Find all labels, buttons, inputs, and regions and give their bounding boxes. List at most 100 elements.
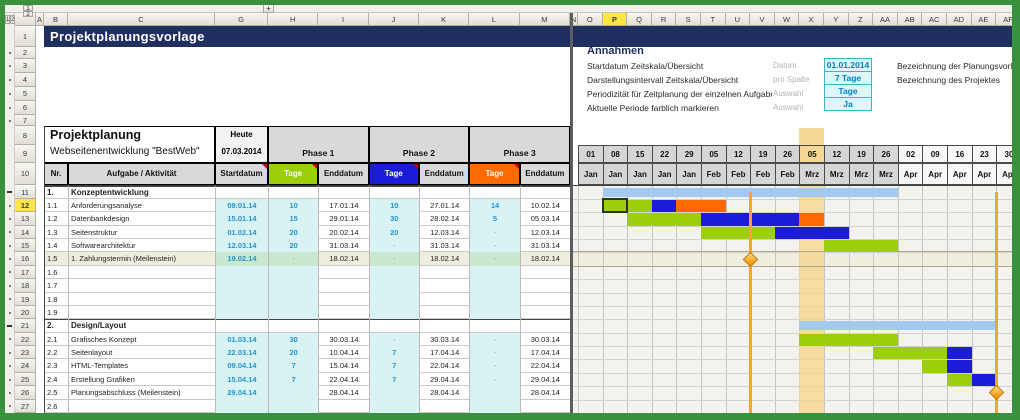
cell-i-e1[interactable]: 17.01.14	[318, 198, 368, 213]
cell-m-e3[interactable]: 31.03.14	[519, 239, 570, 253]
gantt-bar-blue[interactable]	[947, 347, 972, 360]
cell-m-e3[interactable]	[519, 305, 570, 320]
gantt-month-header[interactable]: Mrz	[824, 163, 850, 185]
cell-nr[interactable]: 1.9	[47, 307, 58, 317]
cell-l-t3[interactable]	[469, 305, 520, 320]
gantt-month-header[interactable]: Feb	[725, 163, 752, 185]
cell-i-e1[interactable]: 18.02.14	[318, 252, 368, 266]
cell-task[interactable]: Anforderungsanalyse	[68, 198, 215, 213]
row-outline-level-1-button[interactable]: 1	[5, 15, 10, 24]
cell-l-t3[interactable]: -	[469, 372, 520, 387]
gantt-bar-blue[interactable]	[971, 373, 997, 387]
cell-k-e2[interactable]	[419, 399, 469, 413]
cell-i-e1[interactable]: 28.04.14	[318, 386, 368, 400]
header-cell-end[interactable]: Enddatum	[318, 163, 369, 185]
column-header-AD[interactable]: AD	[947, 13, 972, 26]
gantt-bar-green[interactable]	[799, 333, 898, 347]
gantt-bar-green[interactable]	[922, 360, 947, 373]
cell-l-t3[interactable]	[469, 185, 519, 199]
selected-cell-outline[interactable]	[601, 197, 629, 214]
cell-task[interactable]: HTML-Templates	[68, 359, 215, 373]
gantt-week-header[interactable]: 22	[651, 145, 678, 163]
cell-j-t2[interactable]	[368, 386, 419, 400]
gantt-month-header[interactable]: Mrz	[848, 163, 875, 185]
gantt-month-header[interactable]: Jan	[651, 163, 678, 185]
gantt-week-header[interactable]: 01	[578, 145, 604, 163]
cell-i-e1[interactable]: 22.04.14	[318, 372, 368, 387]
cell-h-t1[interactable]: 30	[268, 332, 319, 347]
column-header-K[interactable]: K	[419, 13, 470, 26]
gantt-bar-blue[interactable]	[651, 199, 677, 213]
cell-i-e1[interactable]: 31.03.14	[318, 239, 368, 253]
row-header-8[interactable]: 8	[15, 126, 36, 145]
column-header-S[interactable]: S	[676, 13, 701, 26]
cell-l-t3[interactable]	[469, 386, 520, 400]
cell-l-t3[interactable]: -	[469, 346, 520, 360]
cell-k-e2[interactable]	[419, 319, 469, 333]
cell-g-start[interactable]	[215, 265, 268, 280]
cell-l-t3[interactable]: 14	[469, 198, 520, 213]
cell-i-e1[interactable]: 29.01.14	[318, 212, 368, 226]
highlight-period-select[interactable]: Ja	[824, 97, 872, 111]
row-header-24[interactable]: 24	[15, 359, 36, 373]
row-header-26[interactable]: 26	[15, 386, 36, 400]
cell-task[interactable]: Seitenlayout	[68, 346, 215, 360]
cell-m-e3[interactable]	[519, 185, 570, 199]
column-outline-level-1-button[interactable]: 1	[23, 5, 33, 12]
cell-k-e2[interactable]	[419, 305, 469, 320]
row-header-27[interactable]: 27	[15, 399, 36, 413]
cell-m-e3[interactable]	[519, 399, 570, 413]
cell-k-e2[interactable]: 31.03.14	[419, 239, 469, 253]
cell-g-start[interactable]: 09.04.14	[215, 359, 268, 373]
cell-task[interactable]	[68, 292, 215, 306]
cell-j-t2[interactable]	[368, 319, 419, 333]
cell-l-t3[interactable]	[469, 319, 519, 333]
gantt-week-header[interactable]: 15	[627, 145, 653, 163]
gantt-week-header[interactable]: 19	[848, 145, 875, 163]
outline-collapse-mark[interactable]	[7, 191, 12, 194]
column-header-AE[interactable]: AE	[971, 13, 997, 26]
outline-collapse-mark[interactable]	[7, 324, 12, 327]
interval-input[interactable]: 7 Tage	[824, 71, 872, 85]
cell-i-e1[interactable]	[318, 185, 368, 199]
cell-task[interactable]: Datenbankdesign	[68, 212, 215, 226]
column-header-J[interactable]: J	[368, 13, 419, 26]
cell-j-t2[interactable]: 30	[368, 212, 419, 226]
row-header-21[interactable]: 21	[15, 319, 36, 333]
cell-task[interactable]: 1. Zahlungstermin (Meilenstein)	[68, 252, 215, 266]
cell-h-t1[interactable]: -	[268, 252, 319, 266]
cell-m-e3[interactable]	[519, 279, 570, 293]
cell-m-e3[interactable]: 12.03.14	[519, 225, 570, 239]
row-header-22[interactable]: 22	[15, 332, 36, 347]
cell-k-e2[interactable]	[419, 265, 469, 280]
gantt-month-header[interactable]: Jan	[676, 163, 702, 185]
cell-h-t1[interactable]: 7	[268, 372, 319, 387]
gantt-week-header[interactable]: 02	[897, 145, 924, 163]
cell-k-e2[interactable]: 27.01.14	[419, 198, 469, 213]
cell-h-t1[interactable]	[268, 279, 319, 293]
cell-m-e3[interactable]: 17.04.14	[519, 346, 570, 360]
column-header-AB[interactable]: AB	[897, 13, 923, 26]
gantt-bar-blue[interactable]	[774, 226, 849, 239]
cell-m-e3[interactable]	[519, 319, 570, 333]
row-header-9[interactable]: 9	[15, 145, 36, 163]
row-header-15[interactable]: 15	[15, 239, 36, 253]
cell-h-t1[interactable]	[268, 292, 319, 306]
gantt-bar-green[interactable]	[824, 240, 898, 253]
cell-i-e1[interactable]	[318, 305, 368, 320]
row-header-7[interactable]: 7	[15, 115, 36, 126]
cell-task[interactable]: Softwarearchitektur	[68, 239, 215, 253]
row-header-16[interactable]: 16	[15, 252, 36, 266]
row-header-4[interactable]: 4	[15, 73, 36, 87]
cell-m-e3[interactable]: 30.03.14	[519, 332, 570, 347]
cell-j-t2[interactable]	[368, 305, 419, 320]
cell-j-t2[interactable]: 7	[368, 359, 419, 373]
column-header-R[interactable]: R	[651, 13, 677, 26]
cell-nr[interactable]: 1.4	[47, 241, 58, 251]
cell-nr[interactable]: 1.2	[47, 214, 58, 224]
cell-j-t2[interactable]: 10	[368, 198, 419, 213]
cell-g-start[interactable]	[215, 292, 268, 306]
row-header-20[interactable]: 20	[15, 305, 36, 320]
column-header-P[interactable]: P	[602, 13, 628, 26]
cell-j-t2[interactable]: -	[368, 332, 419, 347]
